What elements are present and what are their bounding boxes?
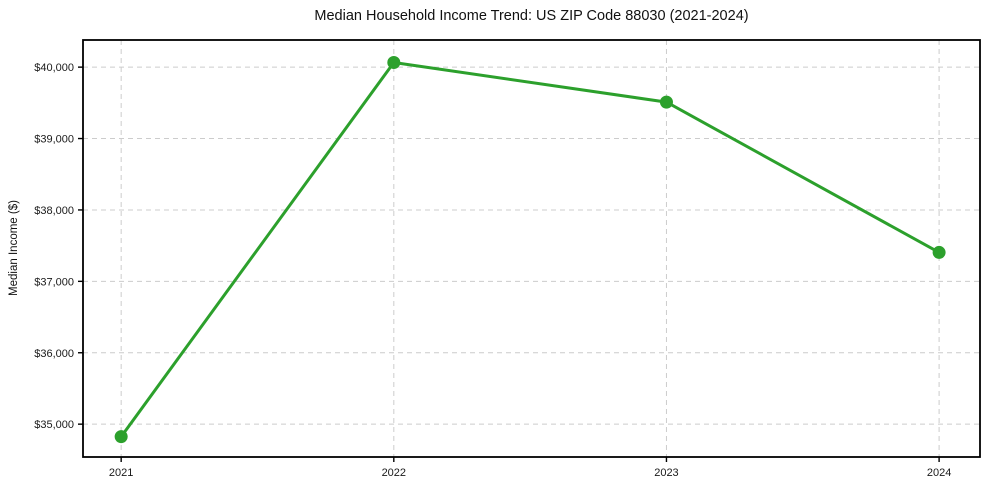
y-tick-label: $38,000	[34, 205, 74, 217]
data-point-2022	[387, 55, 401, 69]
data-point-2024	[932, 245, 946, 259]
trend-line	[119, 60, 941, 439]
data-point-2021	[114, 430, 128, 444]
y-tick-label: $36,000	[34, 348, 74, 360]
y-tick-label: $39,000	[34, 134, 74, 146]
plot-border	[82, 39, 981, 458]
y-tick-label: $35,000	[34, 419, 74, 431]
y-tick-label: $40,000	[34, 62, 74, 74]
chart-title: Median Household Income Trend: US ZIP Co…	[314, 8, 749, 24]
x-tick-label: 2023	[654, 467, 678, 479]
data-point-2023	[659, 95, 673, 109]
x-tick-label: 2024	[927, 467, 951, 479]
y-tick-label: $37,000	[34, 276, 74, 288]
x-tick-label: 2021	[109, 467, 133, 479]
x-tick-label: 2022	[382, 467, 406, 479]
